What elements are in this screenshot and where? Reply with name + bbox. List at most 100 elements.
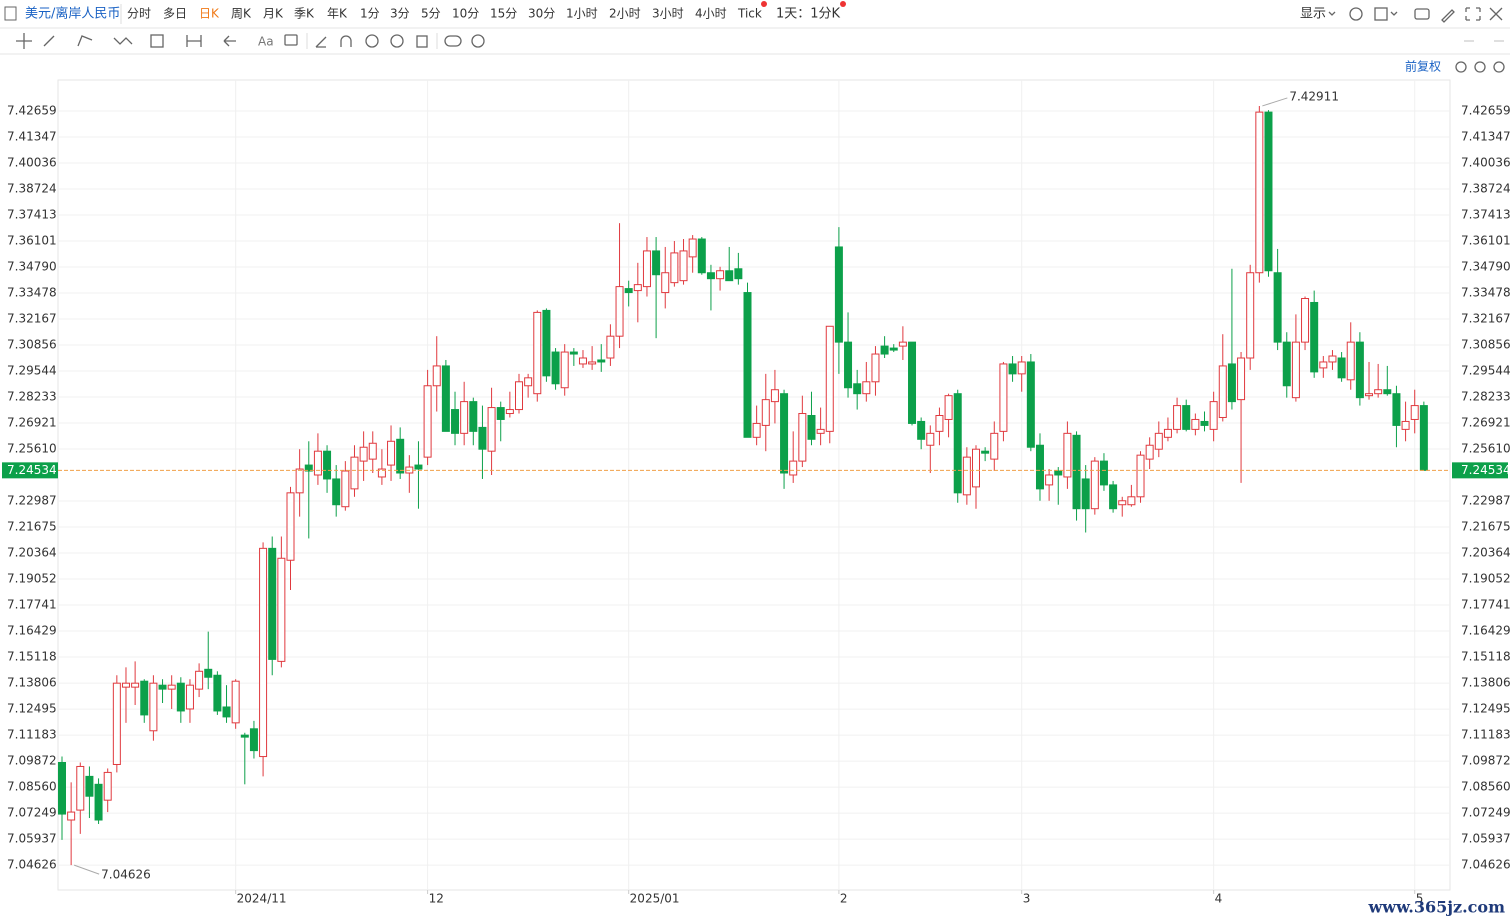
panel-icon[interactable]: [4, 6, 17, 21]
polyline-tool[interactable]: [77, 35, 93, 47]
arrow-tool[interactable]: [223, 35, 236, 47]
candle-body: [1410, 405, 1419, 420]
candle-body: [898, 341, 907, 347]
candle-body: [871, 353, 880, 383]
period-tab[interactable]: 日K: [199, 7, 220, 21]
period-tab[interactable]: 3分: [390, 7, 410, 21]
candle-body: [770, 389, 779, 403]
candle-body: [58, 762, 66, 815]
candle-body: [679, 250, 688, 282]
move-tool[interactable]: [16, 33, 32, 49]
x-tick-label: 2024/11: [237, 892, 287, 906]
candle-body: [185, 684, 194, 710]
compare-tool[interactable]: [444, 35, 462, 47]
candle-body: [1109, 484, 1118, 510]
measure-tool[interactable]: [186, 35, 202, 47]
lock-tool[interactable]: [365, 34, 379, 48]
candle-body: [789, 460, 798, 476]
candle-body: [1163, 428, 1172, 438]
candle-body: [368, 442, 377, 460]
fullscreen-icon[interactable]: [1465, 7, 1481, 21]
candle-body: [286, 492, 295, 561]
candle-body: [222, 706, 231, 718]
candle-body: [1118, 500, 1127, 506]
text-tool[interactable]: Aa: [258, 35, 274, 49]
note-tool[interactable]: [284, 34, 298, 46]
period-tab[interactable]: 年K: [327, 7, 348, 21]
reset-icon[interactable]: [1455, 61, 1467, 73]
candle-body: [1310, 301, 1319, 373]
pattern-tool[interactable]: [150, 34, 164, 48]
last-price-label: 7.24534: [7, 463, 57, 477]
candle-body: [1200, 420, 1209, 426]
candle-body: [999, 363, 1008, 432]
candle-body: [505, 409, 514, 415]
y-tick-label: 7.11183: [7, 728, 57, 742]
zoom-out-icon[interactable]: [1474, 61, 1486, 73]
camera-icon[interactable]: [1414, 8, 1430, 20]
dropdown-arrow[interactable]: [1328, 11, 1336, 16]
layout-icon[interactable]: [1374, 7, 1388, 21]
y-tick-label: 7.30856: [1461, 337, 1510, 351]
period-tab[interactable]: Tick: [737, 7, 762, 21]
candle-body: [889, 347, 898, 351]
y-tick-label: 7.13806: [7, 676, 57, 690]
period-tab[interactable]: 分时: [127, 7, 151, 21]
y-tick-label: 7.12495: [1461, 702, 1510, 716]
candle-body: [176, 682, 185, 712]
period-tab[interactable]: 5分: [421, 7, 441, 21]
candle-body: [496, 407, 505, 420]
candle-body: [1136, 454, 1145, 498]
candle-body: [515, 381, 523, 411]
last-price-label: 7.24534: [1461, 463, 1510, 477]
candle-body: [606, 335, 615, 359]
last-price-box: [2, 462, 58, 479]
period-tab[interactable]: 1小时: [566, 7, 598, 21]
period-tab[interactable]: 季K: [294, 7, 315, 21]
zoom-in-icon[interactable]: [1493, 61, 1505, 73]
period-tab[interactable]: 3小时: [652, 7, 684, 21]
wave-tool[interactable]: [113, 37, 133, 45]
y-tick-label: 7.41347: [1461, 129, 1510, 143]
candle-body: [414, 464, 423, 470]
candle-body: [1291, 341, 1300, 399]
display-menu[interactable]: 显示: [1300, 7, 1326, 22]
symbol[interactable]: 美元/离岸人民币: [25, 6, 120, 22]
candle-body: [670, 252, 679, 284]
candle-body: [213, 674, 222, 712]
y-tick-label: 7.22987: [1461, 494, 1510, 508]
period-dropdown[interactable]: 1天：1分K: [776, 7, 841, 22]
hide-tool[interactable]: [390, 34, 404, 48]
period-tab[interactable]: 4小时: [695, 7, 727, 21]
candle-body: [834, 246, 843, 343]
adjust-toggle[interactable]: 前复权: [1405, 59, 1441, 74]
period-tab[interactable]: 15分: [490, 7, 517, 21]
candle-body: [432, 365, 441, 387]
y-tick-label: 7.13806: [1461, 676, 1510, 690]
candle-body: [908, 341, 917, 424]
config-tool[interactable]: [471, 34, 485, 48]
draw-icon[interactable]: [1441, 9, 1455, 23]
period-tab[interactable]: 月K: [263, 7, 284, 21]
candle-body: [140, 680, 149, 716]
candle-body: [76, 765, 85, 811]
y-tick-label: 7.16429: [7, 624, 57, 638]
period-tab[interactable]: 10分: [452, 7, 479, 21]
period-tab[interactable]: 周K: [231, 7, 252, 21]
line-tool[interactable]: [43, 35, 55, 47]
angle-tool[interactable]: [315, 36, 327, 48]
period-tab[interactable]: 多日: [163, 7, 187, 21]
close-icon[interactable]: [1489, 7, 1503, 21]
candle-body: [423, 385, 432, 458]
magnet-tool[interactable]: [340, 35, 352, 47]
candle-body: [1337, 357, 1346, 379]
settings-icon[interactable]: [1349, 7, 1363, 21]
candle-body: [734, 268, 743, 280]
period-tab[interactable]: 2小时: [609, 7, 641, 21]
period-tab[interactable]: 30分: [528, 7, 555, 21]
period-tab[interactable]: 1分: [360, 7, 380, 21]
delete-tool[interactable]: [416, 35, 428, 48]
y-tick-label: 7.04626: [1461, 858, 1510, 872]
candle-body: [350, 456, 359, 490]
dropdown-arrow[interactable]: [1390, 11, 1398, 16]
